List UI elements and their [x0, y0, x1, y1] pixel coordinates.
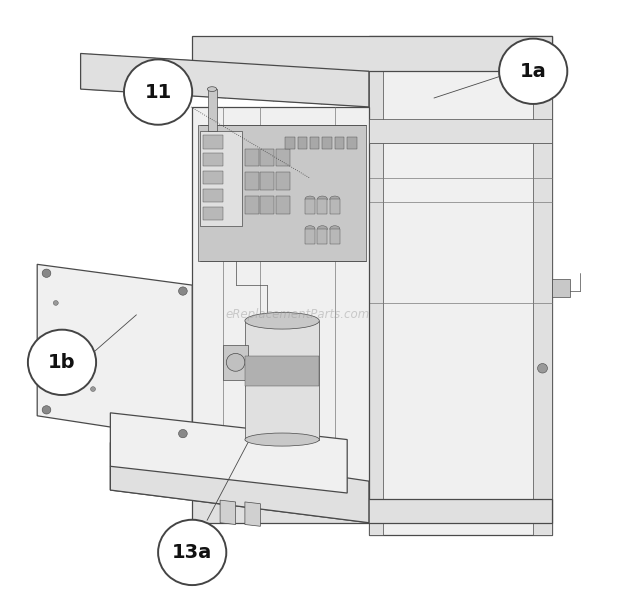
- Polygon shape: [37, 264, 192, 440]
- Circle shape: [499, 39, 567, 104]
- Circle shape: [42, 269, 51, 277]
- Polygon shape: [245, 502, 260, 526]
- Polygon shape: [330, 199, 340, 214]
- Polygon shape: [81, 53, 369, 107]
- Polygon shape: [276, 148, 290, 166]
- Polygon shape: [200, 131, 242, 226]
- Polygon shape: [347, 137, 356, 148]
- Polygon shape: [245, 148, 259, 166]
- Text: 11: 11: [144, 83, 172, 102]
- Ellipse shape: [245, 433, 319, 446]
- Ellipse shape: [207, 87, 217, 91]
- Polygon shape: [203, 171, 223, 184]
- Circle shape: [158, 520, 226, 585]
- Ellipse shape: [317, 226, 327, 232]
- Circle shape: [53, 301, 58, 305]
- Circle shape: [28, 330, 96, 395]
- Text: 1b: 1b: [48, 353, 76, 372]
- Polygon shape: [192, 107, 369, 499]
- Circle shape: [53, 378, 58, 383]
- Polygon shape: [192, 36, 552, 71]
- Polygon shape: [285, 137, 294, 148]
- Polygon shape: [260, 148, 274, 166]
- Polygon shape: [260, 196, 274, 214]
- Polygon shape: [192, 499, 552, 523]
- Circle shape: [72, 384, 77, 388]
- Polygon shape: [322, 137, 332, 148]
- Circle shape: [42, 406, 51, 414]
- Polygon shape: [220, 500, 236, 525]
- Text: 1a: 1a: [520, 62, 547, 81]
- Polygon shape: [245, 172, 259, 190]
- Polygon shape: [335, 137, 344, 148]
- Polygon shape: [317, 229, 327, 244]
- Polygon shape: [198, 125, 366, 261]
- Polygon shape: [310, 137, 319, 148]
- Polygon shape: [330, 229, 340, 244]
- Polygon shape: [369, 36, 552, 535]
- Ellipse shape: [245, 312, 319, 329]
- Polygon shape: [110, 466, 369, 523]
- Polygon shape: [369, 499, 552, 523]
- Polygon shape: [208, 89, 217, 131]
- Polygon shape: [552, 279, 570, 297]
- Text: eReplacementParts.com: eReplacementParts.com: [226, 308, 370, 321]
- Polygon shape: [110, 443, 369, 523]
- Ellipse shape: [305, 226, 315, 232]
- Polygon shape: [203, 207, 223, 220]
- Polygon shape: [317, 199, 327, 214]
- Polygon shape: [203, 153, 223, 166]
- Polygon shape: [203, 189, 223, 202]
- Polygon shape: [245, 321, 319, 440]
- Circle shape: [538, 364, 547, 373]
- Ellipse shape: [330, 226, 340, 232]
- Polygon shape: [369, 36, 383, 535]
- Polygon shape: [305, 229, 315, 244]
- Polygon shape: [276, 172, 290, 190]
- Ellipse shape: [317, 196, 327, 202]
- Text: 13a: 13a: [172, 543, 212, 562]
- Circle shape: [179, 287, 187, 295]
- Ellipse shape: [226, 353, 245, 371]
- Circle shape: [179, 429, 187, 438]
- Ellipse shape: [330, 196, 340, 202]
- Ellipse shape: [305, 196, 315, 202]
- Circle shape: [124, 59, 192, 125]
- Polygon shape: [369, 119, 552, 143]
- Polygon shape: [223, 345, 248, 380]
- Polygon shape: [245, 196, 259, 214]
- Polygon shape: [110, 413, 347, 493]
- Polygon shape: [203, 135, 223, 148]
- Polygon shape: [298, 137, 307, 148]
- Polygon shape: [305, 199, 315, 214]
- Polygon shape: [245, 356, 319, 386]
- Polygon shape: [276, 196, 290, 214]
- Circle shape: [91, 387, 95, 391]
- Polygon shape: [260, 172, 274, 190]
- Polygon shape: [533, 36, 552, 535]
